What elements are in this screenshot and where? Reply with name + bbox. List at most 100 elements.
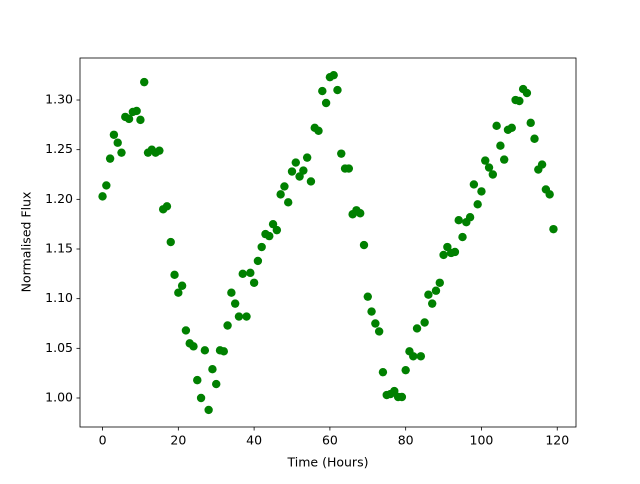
data-point — [530, 134, 539, 143]
x-axis-label: Time (Hours) — [287, 455, 369, 470]
data-point — [257, 242, 266, 252]
data-point — [318, 86, 327, 96]
data-point — [390, 386, 399, 396]
data-point — [174, 288, 183, 297]
data-point — [545, 190, 554, 199]
data-point — [371, 319, 380, 328]
data-point — [431, 286, 441, 295]
data-point — [242, 312, 251, 321]
data-point — [397, 392, 407, 402]
data-point — [367, 307, 376, 316]
data-point — [356, 209, 365, 218]
data-point — [200, 346, 210, 355]
data-point — [302, 153, 312, 162]
data-point — [344, 164, 354, 173]
data-point — [499, 155, 509, 164]
data-point — [102, 181, 111, 190]
data-point — [223, 321, 232, 330]
data-point — [412, 324, 422, 333]
data-point — [170, 270, 179, 280]
data-point — [522, 88, 532, 98]
data-point — [105, 154, 115, 163]
data-point — [333, 85, 342, 95]
data-point — [492, 121, 501, 131]
data-point — [280, 182, 289, 191]
data-point — [265, 231, 274, 241]
data-point — [249, 278, 259, 287]
data-point — [428, 299, 437, 308]
data-point — [268, 219, 278, 229]
data-point — [484, 163, 494, 172]
x-tick-label: 20 — [170, 433, 186, 448]
data-point — [458, 232, 467, 242]
data-point — [306, 177, 316, 186]
data-point — [481, 156, 490, 165]
data-point — [465, 213, 475, 222]
data-point — [204, 405, 213, 415]
y-tick-label: 1.30 — [45, 92, 73, 107]
x-tick-label: 80 — [398, 433, 414, 448]
data-point — [488, 170, 498, 179]
y-axis-label: Normalised Flux — [19, 192, 34, 293]
data-point — [117, 148, 126, 157]
data-point — [253, 256, 263, 266]
data-point — [140, 77, 149, 87]
y-tick-label: 1.15 — [45, 241, 73, 256]
data-point — [469, 180, 479, 189]
data-point — [109, 130, 119, 139]
data-point — [537, 160, 547, 169]
data-point — [416, 352, 426, 361]
x-tick-label: 100 — [470, 433, 494, 448]
data-point — [166, 237, 175, 247]
y-tick-label: 1.25 — [45, 141, 73, 156]
data-point — [208, 364, 217, 374]
data-point — [401, 365, 410, 375]
data-point — [443, 242, 452, 252]
data-point — [98, 192, 107, 201]
data-point — [113, 138, 122, 147]
data-point — [496, 141, 505, 150]
data-point — [424, 290, 433, 299]
data-point — [155, 146, 164, 155]
data-point — [314, 126, 323, 136]
data-point — [246, 268, 255, 278]
data-point — [409, 352, 418, 361]
data-point — [295, 172, 304, 181]
data-point — [477, 187, 486, 196]
y-tick-label: 1.05 — [45, 340, 73, 355]
data-point — [238, 269, 247, 279]
data-point — [136, 115, 145, 125]
data-point — [321, 98, 331, 108]
data-point — [450, 247, 460, 257]
data-point — [272, 225, 282, 235]
data-point — [193, 375, 202, 385]
data-point — [287, 167, 297, 176]
data-point — [234, 312, 244, 321]
data-point — [420, 318, 429, 327]
data-point — [363, 292, 372, 301]
plot-frame — [79, 57, 577, 428]
data-point — [177, 281, 187, 290]
x-tick-label: 40 — [246, 433, 262, 448]
data-point — [219, 347, 228, 356]
x-tick-label: 120 — [545, 433, 569, 448]
data-point — [276, 190, 285, 199]
data-point — [124, 114, 134, 124]
data-point — [473, 200, 482, 209]
data-point — [162, 202, 172, 211]
data-point — [454, 216, 463, 225]
x-tick-label: 0 — [99, 433, 107, 448]
data-point — [435, 278, 444, 287]
data-point — [132, 106, 141, 116]
data-point — [189, 342, 198, 351]
data-point — [378, 367, 388, 377]
data-point — [212, 379, 221, 389]
data-point — [329, 70, 338, 80]
y-tick-label: 1.10 — [45, 290, 73, 305]
data-point — [526, 118, 535, 128]
data-point — [227, 288, 236, 297]
data-point — [181, 326, 191, 335]
data-point — [374, 327, 384, 336]
